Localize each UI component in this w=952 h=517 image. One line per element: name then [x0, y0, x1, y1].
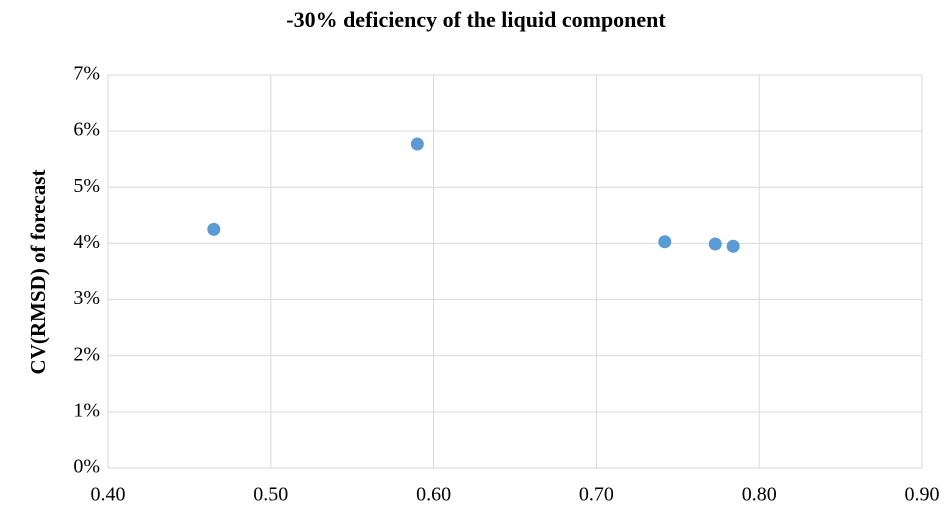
- x-tick-label: 0.80: [742, 484, 777, 506]
- y-tick-label: 4%: [73, 231, 100, 253]
- x-tick-label: 0.40: [91, 484, 126, 506]
- chart-title: -30% deficiency of the liquid component: [286, 7, 666, 32]
- data-point: [708, 237, 722, 251]
- data-point: [410, 137, 424, 151]
- y-tick-label: 3%: [73, 287, 100, 309]
- y-tick-label: 1%: [73, 399, 100, 421]
- y-axis-title: CV(RMSD) of forecast: [26, 170, 50, 375]
- data-point: [726, 239, 740, 253]
- y-tick-label: 5%: [73, 175, 100, 197]
- x-tick-label: 0.90: [905, 484, 940, 506]
- y-tick-label: 7%: [73, 63, 100, 85]
- data-point: [658, 235, 672, 249]
- y-tick-label: 2%: [73, 343, 100, 365]
- x-tick-label: 0.50: [253, 484, 288, 506]
- data-point: [207, 222, 221, 236]
- x-tick-label: 0.60: [416, 484, 451, 506]
- x-tick-label: 0.70: [579, 484, 614, 506]
- y-tick-label: 6%: [73, 119, 100, 141]
- y-tick-label: 0%: [73, 456, 100, 478]
